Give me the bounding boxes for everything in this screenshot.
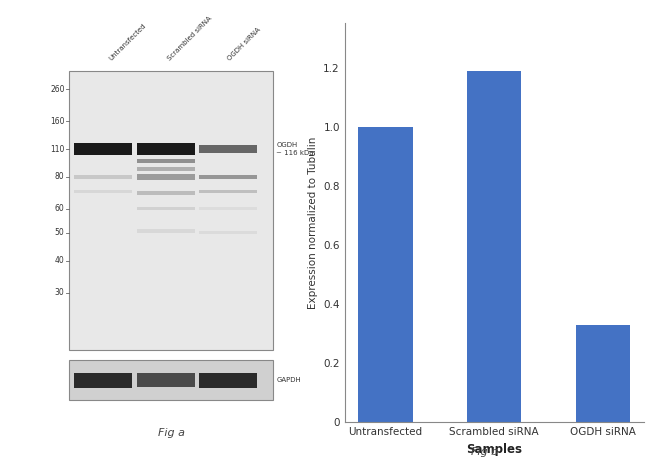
Text: 30: 30 — [55, 288, 64, 297]
Bar — [136, 207, 195, 211]
Bar — [200, 190, 257, 194]
Text: OGDH siRNA: OGDH siRNA — [227, 26, 262, 61]
Text: 60: 60 — [55, 204, 64, 213]
Text: Fig b: Fig b — [471, 447, 498, 457]
Bar — [74, 190, 132, 194]
Text: OGDH
~ 116 kDa: OGDH ~ 116 kDa — [276, 142, 314, 156]
Text: 160: 160 — [50, 117, 64, 126]
Bar — [200, 231, 257, 234]
Text: Untransfected: Untransfected — [107, 22, 147, 61]
Bar — [200, 373, 257, 388]
Text: 260: 260 — [50, 85, 64, 94]
Bar — [136, 191, 195, 195]
Bar — [200, 207, 257, 210]
Text: 40: 40 — [55, 256, 64, 265]
Bar — [74, 373, 132, 388]
Bar — [74, 144, 132, 155]
Bar — [136, 159, 195, 163]
Bar — [136, 373, 195, 387]
Text: Scrambled siRNA: Scrambled siRNA — [167, 15, 213, 61]
X-axis label: Samples: Samples — [466, 443, 522, 455]
Bar — [70, 360, 273, 400]
Bar — [467, 71, 521, 422]
Bar — [576, 325, 630, 422]
Text: GAPDH: GAPDH — [276, 377, 301, 383]
Text: 110: 110 — [50, 144, 64, 153]
Bar — [200, 145, 257, 153]
Text: 80: 80 — [55, 173, 64, 182]
Bar — [358, 127, 413, 422]
Bar — [136, 229, 195, 233]
Text: Fig a: Fig a — [158, 428, 185, 438]
Bar — [70, 71, 273, 350]
Text: 50: 50 — [55, 228, 64, 237]
Bar — [74, 175, 132, 179]
Bar — [136, 143, 195, 155]
Bar — [200, 174, 257, 179]
Y-axis label: Expression normalized to Tubulin: Expression normalized to Tubulin — [307, 136, 318, 309]
Bar — [136, 167, 195, 171]
Bar — [136, 174, 195, 180]
